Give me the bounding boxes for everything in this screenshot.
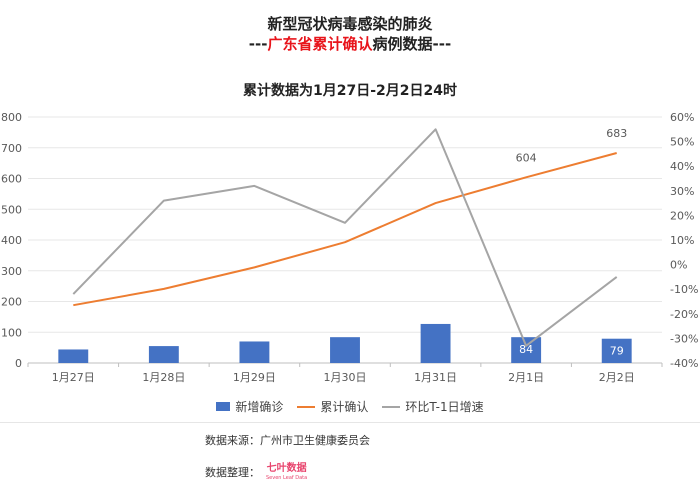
cumulative-line <box>73 152 617 307</box>
brand-logo: 七叶数据 Seven Leaf Data <box>266 463 307 481</box>
bar-new-cases <box>148 346 179 363</box>
subtitle-highlight: 广东省累计确认 <box>267 35 373 53</box>
right-axis-tick-label: 30% <box>670 185 694 198</box>
x-axis-tick-label: 1月27日 <box>52 371 95 384</box>
subtitle-suffix: 病例数据--- <box>372 35 452 53</box>
divider <box>0 422 700 423</box>
subtitle-prefix: --- <box>248 35 268 53</box>
brand-logo-text: 七叶数据 <box>266 463 307 474</box>
x-axis-tick-label: 1月28日 <box>142 371 185 384</box>
bar-data-label: 79 <box>610 345 624 358</box>
legend-swatch-gray-line <box>382 405 401 408</box>
x-axis-tick-label: 2月2日 <box>599 371 635 384</box>
x-axis-tick-label: 1月30日 <box>324 371 367 384</box>
x-axis-tick-label: 2月1日 <box>508 371 544 384</box>
title-area: 新型冠状病毒感染的肺炎 ---广东省累计确认病例数据--- <box>0 14 700 54</box>
chart-date-range: 累计数据为1月27日-2月2日24时 <box>243 83 457 99</box>
bar-new-cases <box>420 323 451 363</box>
data-source: 数据来源：广州市卫生健康委员会 <box>205 434 370 447</box>
legend-label-new: 新增确诊 <box>235 400 284 414</box>
brand-logo-subtext: Seven Leaf Data <box>266 475 308 481</box>
left-axis-tick-label: 700 <box>1 142 22 155</box>
legend: 新增确诊 累计确认 环比T-1日增速 <box>0 398 700 415</box>
left-axis-tick-label: 400 <box>1 234 22 247</box>
right-axis-tick-label: 10% <box>670 234 694 247</box>
legend-label-growth: 环比T-1日增速 <box>405 400 484 414</box>
right-axis-tick-label: -10% <box>670 283 698 296</box>
chart-subtitle: ---广东省累计确认病例数据--- <box>0 34 700 54</box>
chart-title: 新型冠状病毒感染的肺炎 <box>267 15 433 33</box>
right-axis-tick-label: 20% <box>670 209 694 222</box>
right-axis-tick-label: 40% <box>670 160 694 173</box>
x-axis-tick-label: 1月31日 <box>414 371 457 384</box>
legend-item-new: 新增确诊 <box>216 398 283 415</box>
legend-swatch-bar <box>216 402 231 411</box>
left-axis-tick-label: 300 <box>1 265 22 278</box>
combo-chart: 800 700 600 500 400 300 200 100 0 60% 50% 40% 30% 20%… <box>1 111 698 384</box>
bar-data-label: 84 <box>519 343 533 356</box>
x-axis-tick-label: 1月29日 <box>233 371 276 384</box>
right-axis-tick-label: 50% <box>670 136 694 149</box>
bar-new-cases <box>58 349 89 363</box>
legend-swatch-orange-line <box>297 405 316 408</box>
data-compiled-label: 数据整理： <box>205 466 260 479</box>
left-axis-tick-label: 800 <box>1 111 22 124</box>
left-axis-tick-label: 600 <box>1 173 22 186</box>
growth-rate-line <box>72 128 618 347</box>
data-compiled: 数据整理： 七叶数据 Seven Leaf Data <box>205 463 307 481</box>
right-axis-tick-label: -20% <box>670 308 698 321</box>
right-axis-tick-label: 60% <box>670 111 694 124</box>
bar-new-cases <box>330 337 360 363</box>
left-axis-tick-label: 0 <box>15 357 22 370</box>
legend-item-cumulative: 累计确认 <box>297 398 368 415</box>
line-data-label: 683 <box>606 127 627 140</box>
bar-new-cases <box>511 337 542 363</box>
legend-item-growth: 环比T-1日增速 <box>382 398 484 415</box>
right-axis-tick-label: -30% <box>670 332 698 345</box>
left-axis-tick-label: 500 <box>1 203 22 216</box>
left-axis-tick-label: 200 <box>1 296 22 309</box>
right-axis-tick-label: -40% <box>670 357 698 370</box>
right-axis-tick-label: 0% <box>670 259 687 272</box>
legend-label-cumulative: 累计确认 <box>320 400 369 414</box>
bar-new-cases <box>601 338 632 363</box>
line-data-label: 604 <box>516 151 537 164</box>
left-axis-tick-label: 100 <box>1 326 22 339</box>
bar-new-cases <box>239 341 270 363</box>
